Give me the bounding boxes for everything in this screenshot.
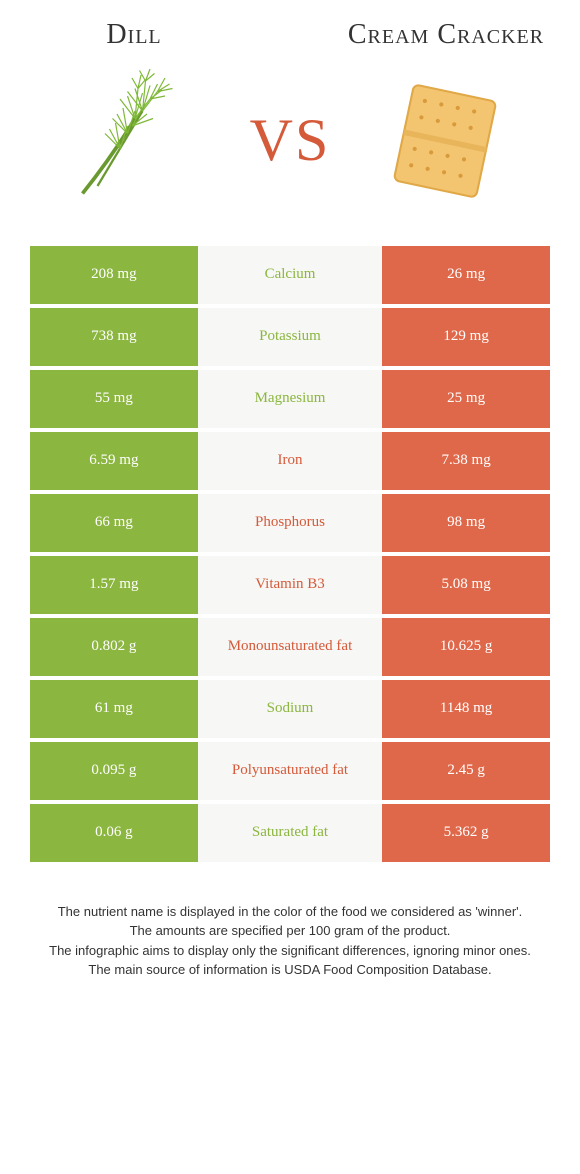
footer-line: The main source of information is USDA F… [40,960,540,980]
nutrient-row: 738 mgPotassium129 mg [30,308,550,366]
right-value: 129 mg [382,308,550,366]
nutrient-table: 208 mgCalcium26 mg738 mgPotassium129 mg5… [30,246,550,862]
images-row: VS [30,61,550,221]
nutrient-label: Sodium [198,680,383,738]
footer-line: The nutrient name is displayed in the co… [40,902,540,922]
left-value: 55 mg [30,370,198,428]
nutrient-label: Polyunsaturated fat [198,742,383,800]
nutrient-label: Phosphorus [198,494,383,552]
right-value: 98 mg [382,494,550,552]
right-value: 2.45 g [382,742,550,800]
cracker-icon [375,71,515,211]
nutrient-label: Magnesium [198,370,383,428]
left-value: 0.06 g [30,804,198,862]
cracker-image [340,61,550,221]
nutrient-row: 66 mgPhosphorus98 mg [30,494,550,552]
nutrient-label: Vitamin B3 [198,556,383,614]
nutrient-label: Iron [198,432,383,490]
left-value: 1.57 mg [30,556,198,614]
nutrient-row: 0.095 gPolyunsaturated fat2.45 g [30,742,550,800]
nutrient-row: 1.57 mgVitamin B35.08 mg [30,556,550,614]
right-value: 10.625 g [382,618,550,676]
left-value: 66 mg [30,494,198,552]
nutrient-row: 0.802 gMonounsaturated fat10.625 g [30,618,550,676]
left-value: 738 mg [30,308,198,366]
nutrient-row: 55 mgMagnesium25 mg [30,370,550,428]
footer-notes: The nutrient name is displayed in the co… [30,902,550,980]
dill-icon [60,66,210,216]
dill-image [30,61,240,221]
right-value: 26 mg [382,246,550,304]
nutrient-row: 6.59 mgIron7.38 mg [30,432,550,490]
left-value: 208 mg [30,246,198,304]
nutrient-row: 0.06 gSaturated fat5.362 g [30,804,550,862]
nutrient-row: 208 mgCalcium26 mg [30,246,550,304]
left-value: 61 mg [30,680,198,738]
right-food-title: Cream Cracker [342,20,550,51]
footer-line: The amounts are specified per 100 gram o… [40,921,540,941]
right-value: 5.08 mg [382,556,550,614]
nutrient-label: Monounsaturated fat [198,618,383,676]
nutrient-label: Saturated fat [198,804,383,862]
left-value: 0.802 g [30,618,198,676]
left-food-title: Dill [30,20,238,51]
right-value: 7.38 mg [382,432,550,490]
right-value: 1148 mg [382,680,550,738]
nutrient-label: Calcium [198,246,383,304]
nutrient-row: 61 mgSodium1148 mg [30,680,550,738]
right-value: 25 mg [382,370,550,428]
left-value: 0.095 g [30,742,198,800]
left-value: 6.59 mg [30,432,198,490]
footer-line: The infographic aims to display only the… [40,941,540,961]
right-value: 5.362 g [382,804,550,862]
titles-row: Dill Cream Cracker [30,20,550,51]
nutrient-label: Potassium [198,308,383,366]
vs-label: VS [240,106,341,175]
infographic-container: Dill Cream Cracker VS [0,0,580,1000]
